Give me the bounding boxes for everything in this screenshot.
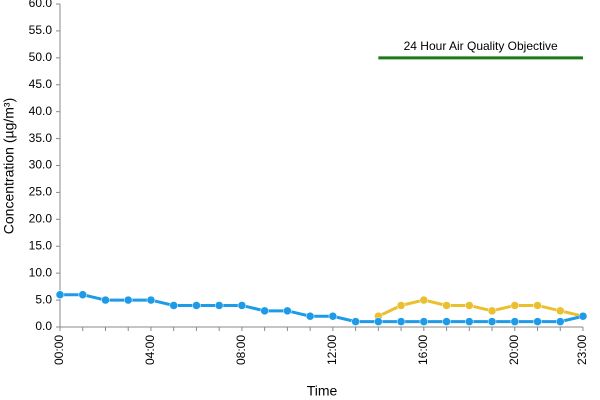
y-tick-label: 40.0 (29, 104, 53, 118)
point (305, 311, 315, 321)
y-tick-label: 20.0 (29, 212, 53, 226)
y-tick-label: 55.0 (29, 23, 53, 37)
series-line (377, 298, 584, 318)
y-tick-label: 10.0 (29, 265, 53, 279)
point (419, 295, 429, 305)
y-tick-label: 60.0 (29, 0, 53, 10)
point (556, 317, 565, 326)
objective-label: 24 Hour Air Quality Objective (404, 39, 558, 53)
point (260, 306, 269, 316)
x-tick-label: 20:00 (507, 335, 521, 365)
x-tick-label: 12:00 (325, 335, 339, 365)
y-tick-label: 50.0 (29, 50, 53, 64)
point (101, 295, 110, 305)
y-tick-label: 35.0 (29, 131, 53, 145)
point (237, 301, 247, 310)
point (374, 317, 383, 326)
point (283, 306, 292, 316)
x-tick-label: 00:00 (52, 335, 66, 365)
y-tick-label: 25.0 (29, 185, 53, 199)
point (465, 317, 474, 326)
y-tick-label: 45.0 (29, 77, 53, 91)
x-axis-title: Time (307, 383, 338, 399)
point (578, 311, 588, 321)
point (396, 301, 406, 310)
point (487, 306, 497, 316)
point (396, 317, 406, 326)
point (192, 301, 201, 310)
point (533, 301, 542, 310)
point (214, 301, 224, 310)
point (78, 290, 87, 299)
point (556, 306, 565, 316)
x-tick-label: 23:00 (575, 335, 589, 365)
point (351, 317, 360, 326)
y-tick-label: 5.0 (35, 292, 52, 306)
point (465, 301, 474, 310)
y-tick-label: 15.0 (29, 238, 53, 252)
point (146, 295, 156, 305)
point (169, 301, 178, 310)
y-tick-label: 30.0 (29, 158, 53, 172)
point (419, 317, 429, 326)
y-axis-title: Concentration (µg/m³) (1, 98, 17, 234)
point (487, 317, 497, 326)
point (510, 317, 520, 326)
point (533, 317, 542, 326)
x-tick-label: 16:00 (416, 335, 430, 365)
y-tick-label: 0.0 (35, 319, 52, 333)
point (510, 301, 520, 310)
point (55, 290, 65, 299)
point (123, 295, 133, 305)
point (328, 311, 338, 321)
point (442, 301, 451, 310)
x-tick-label: 04:00 (143, 335, 157, 365)
point (442, 317, 451, 326)
x-tick-label: 08:00 (234, 335, 248, 365)
